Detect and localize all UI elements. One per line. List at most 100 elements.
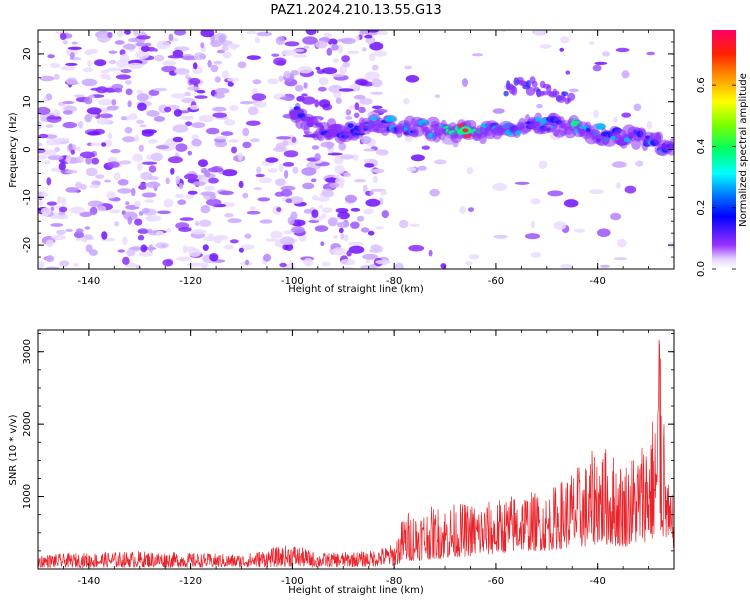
heatmap-noise-blob bbox=[186, 262, 202, 267]
heatmap-noise-blob bbox=[98, 99, 114, 106]
heatmap-x-ticks: -140 -120 -100 -80 -60 -40 bbox=[37, 30, 675, 287]
heatmap-noise-blob bbox=[406, 166, 417, 172]
snr-y-ticks: 1000 2000 3000 bbox=[22, 333, 674, 552]
heatmap-noise-blob bbox=[320, 241, 325, 246]
heatmap-noise-blob bbox=[194, 220, 200, 227]
y-tick-label: 2000 bbox=[22, 411, 33, 436]
heatmap-noise-blob bbox=[373, 50, 388, 57]
heatmap-noise-blob bbox=[172, 124, 189, 133]
heatmap-noise-blob bbox=[185, 121, 193, 126]
heatmap-y-ticks: -20 -10 0 10 20 bbox=[22, 29, 674, 270]
heatmap-noise-blob bbox=[428, 249, 433, 257]
snr-panel: -140 -120 -100 -80 -60 -40 1000 2000 3000 Heigh… bbox=[8, 329, 675, 596]
heatmap-noise-blob bbox=[147, 139, 158, 144]
heatmap-noise-blob bbox=[214, 87, 230, 94]
heatmap-noise-blob bbox=[65, 169, 78, 174]
heatmap-noise-blob bbox=[370, 91, 384, 95]
heatmap-noise-blob bbox=[138, 251, 153, 257]
heatmap-noise-blob bbox=[440, 263, 447, 269]
heatmap-noise-blob bbox=[132, 153, 143, 162]
heatmap-noise-blob bbox=[45, 134, 58, 140]
heatmap-noise-blob bbox=[218, 34, 226, 44]
heatmap-noise-blob bbox=[275, 178, 287, 186]
heatmap-noise-blob bbox=[140, 244, 148, 253]
heatmap-noise-blob bbox=[280, 236, 295, 245]
heatmap-noise-blob bbox=[276, 207, 282, 212]
heatmap-noise-blob bbox=[281, 49, 297, 56]
heatmap-noise-blob bbox=[237, 152, 243, 161]
heatmap-noise-blob bbox=[355, 35, 360, 42]
heatmap-noise-blob bbox=[524, 233, 541, 240]
heatmap-noise-blob bbox=[621, 70, 630, 79]
heatmap-noise-blob bbox=[600, 264, 610, 268]
heatmap-noise-blob bbox=[327, 38, 338, 46]
heatmap-noise-blob bbox=[187, 190, 198, 195]
x-tick-label: -80 bbox=[386, 576, 402, 587]
heatmap-noise-blob bbox=[42, 97, 48, 103]
heatmap-noise-blob bbox=[348, 245, 365, 254]
heatmap-noise-blob bbox=[50, 206, 55, 212]
heatmap-noise-blob bbox=[141, 207, 150, 214]
heatmap-noise-blob bbox=[68, 143, 73, 152]
x-tick-label: -80 bbox=[386, 276, 402, 287]
heatmap-noise-blob bbox=[589, 189, 605, 195]
x-tick-label: -140 bbox=[78, 576, 101, 587]
heatmap-noise-blob bbox=[200, 42, 205, 49]
heatmap-noise-blob bbox=[108, 197, 121, 202]
heatmap-noise-blob bbox=[125, 88, 133, 96]
heatmap-noise-blob bbox=[358, 106, 366, 114]
heatmap-noise-blob bbox=[284, 243, 294, 251]
snr-series-line bbox=[38, 339, 674, 569]
heatmap-noise-blob bbox=[101, 231, 108, 240]
heatmap-noise-blob bbox=[197, 159, 209, 168]
x-tick-label: -120 bbox=[179, 276, 202, 287]
heatmap-noise-blob bbox=[335, 207, 349, 214]
heatmap-noise-blob bbox=[331, 247, 346, 256]
heatmap-noise-blob bbox=[250, 138, 260, 143]
heatmap-noise-blob bbox=[204, 185, 215, 191]
heatmap-noise-blob bbox=[95, 174, 105, 180]
heatmap-noise-blob bbox=[246, 30, 257, 35]
heatmap-noise-blob bbox=[148, 165, 157, 173]
heatmap-noise-blob bbox=[238, 247, 244, 253]
heatmap-noise-blob bbox=[323, 32, 333, 39]
heatmap-noise-blob bbox=[186, 86, 201, 91]
heatmap-noise-blob bbox=[117, 188, 132, 194]
heatmap-noise-blob bbox=[162, 60, 177, 67]
snr-frame bbox=[37, 329, 675, 570]
heatmap-noise-blob bbox=[173, 109, 182, 117]
x-tick-label: -120 bbox=[179, 576, 202, 587]
heatmap-noise-blob bbox=[340, 154, 355, 160]
heatmap-noise-blob bbox=[321, 261, 331, 267]
heatmap-noise-blob bbox=[85, 167, 98, 177]
heatmap-noise-blob bbox=[136, 93, 149, 102]
heatmap-noise-blob bbox=[563, 199, 579, 208]
heatmap-signal-ridge bbox=[288, 76, 674, 157]
heatmap-noise-blob bbox=[191, 229, 207, 235]
heatmap-noise-blob bbox=[238, 180, 244, 189]
heatmap-noise-blob bbox=[321, 207, 333, 213]
heatmap-noise-blob bbox=[363, 208, 374, 215]
heatmap-noise-blob bbox=[38, 106, 51, 115]
heatmap-noise-blob bbox=[565, 70, 571, 75]
heatmap-noise-blob bbox=[347, 50, 360, 55]
heatmap-noise-blob bbox=[146, 110, 160, 117]
heatmap-noise-blob bbox=[187, 150, 192, 156]
heatmap-noise-blob bbox=[377, 30, 388, 36]
heatmap-noise-blob bbox=[613, 257, 628, 261]
heatmap-noise-blob bbox=[246, 210, 261, 215]
heatmap-noise-blob bbox=[84, 113, 93, 123]
heatmap-noise-blob bbox=[303, 208, 312, 214]
heatmap-noise-blob bbox=[273, 57, 287, 66]
heatmap-noise-blob bbox=[617, 238, 627, 248]
heatmap-noise-blob bbox=[203, 236, 219, 242]
heatmap-noise-blob bbox=[336, 217, 341, 221]
heatmap-noise-blob bbox=[251, 88, 258, 95]
heatmap-noise-blob bbox=[364, 163, 375, 168]
heatmap-noise-blob bbox=[153, 48, 158, 52]
heatmap-noise-blob bbox=[209, 193, 216, 200]
heatmap-noise-blob bbox=[301, 96, 316, 105]
heatmap-noise-blob bbox=[466, 167, 474, 175]
heatmap-noise-blob bbox=[369, 52, 376, 62]
